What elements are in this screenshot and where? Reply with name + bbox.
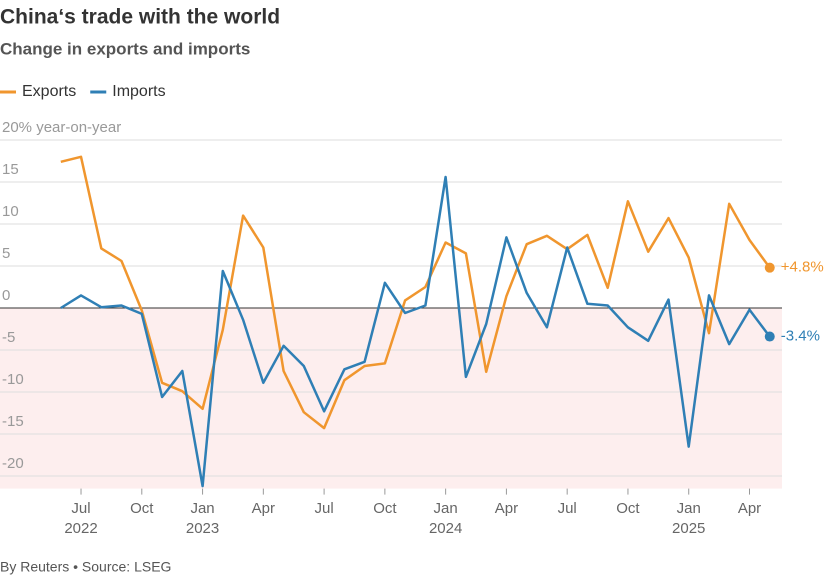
x-tick-label: Jul <box>558 500 577 517</box>
legend-label: Exports <box>22 83 76 100</box>
x-tick-label: Oct <box>130 500 154 517</box>
y-tick-label: -15 <box>2 413 24 430</box>
x-year-label: 2025 <box>672 520 705 537</box>
y-tick-label: -20 <box>2 455 24 472</box>
legend-label: Imports <box>112 83 165 100</box>
y-tick-label: 10 <box>2 203 19 220</box>
chart-title: China‘s trade with the world <box>0 6 280 29</box>
x-tick-label: Jan <box>190 500 214 517</box>
source: By Reuters • Source: LSEG <box>0 559 171 575</box>
x-tick-label: Jan <box>434 500 458 517</box>
end-point <box>764 331 775 342</box>
x-tick-label: Jul <box>71 500 90 517</box>
y-tick-label: 20% year-on-year <box>2 119 121 136</box>
series-line <box>60 175 771 488</box>
x-year-label: 2023 <box>186 520 219 537</box>
series-line <box>60 155 771 430</box>
x-tick-label: Apr <box>738 500 761 517</box>
x-tick-label: Apr <box>495 500 518 517</box>
y-tick-label: 0 <box>2 287 10 304</box>
x-tick-label: Oct <box>373 500 397 517</box>
end-label: +4.8% <box>781 259 824 276</box>
x-tick-label: Jan <box>677 500 701 517</box>
y-tick-label: -5 <box>2 329 15 346</box>
x-year-label: 2022 <box>64 520 97 537</box>
x-tick-label: Jul <box>315 500 334 517</box>
y-tick-label: 15 <box>2 161 19 178</box>
chart-subtitle: Change in exports and imports <box>0 39 250 58</box>
y-tick-label: -10 <box>2 371 24 388</box>
negative-region <box>0 308 782 489</box>
x-tick-label: Oct <box>616 500 640 517</box>
y-tick-label: 5 <box>2 245 10 262</box>
x-tick-label: Apr <box>252 500 275 517</box>
x-year-label: 2024 <box>429 520 462 537</box>
end-point <box>764 262 775 273</box>
end-label: -3.4% <box>781 328 820 345</box>
